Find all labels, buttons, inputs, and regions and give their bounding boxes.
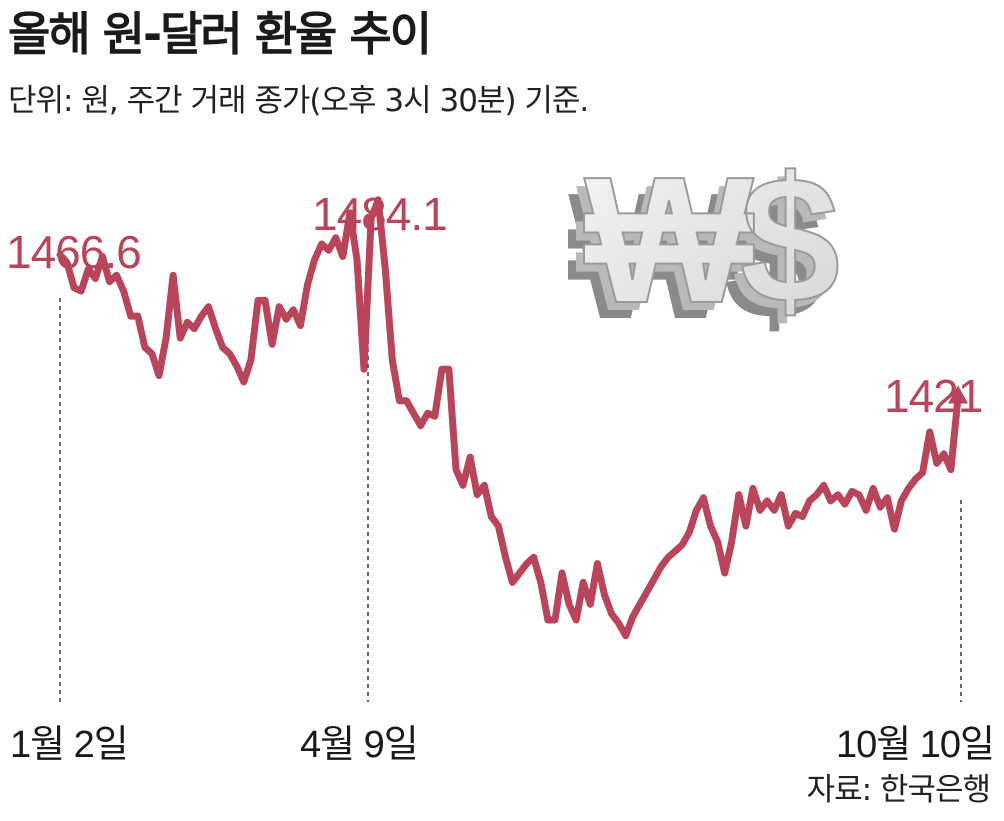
chart-subtitle: 단위: 원, 주간 거래 종가(오후 3시 30분) 기준. xyxy=(8,83,589,119)
date-label-jan2: 1월 2일 xyxy=(10,724,128,766)
won-dollar-glyphs-shadow: ₩$ xyxy=(568,156,822,357)
won-dollar-glyphs-side: ₩$ xyxy=(576,148,830,349)
date-label-apr9: 4월 9일 xyxy=(300,724,418,766)
value-label-oct10: 1421 xyxy=(884,370,982,422)
value-label-apr9: 1484.1 xyxy=(312,188,447,240)
won-dollar-glyphs: ₩$ xyxy=(584,140,838,341)
data-source: 자료: 한국은행 xyxy=(806,772,991,808)
currency-symbols-illustration: ₩$ ₩$ ₩$ xyxy=(568,139,853,357)
end-arrow-icon xyxy=(948,385,968,404)
chart-title: 올해 원-달러 환율 추이 xyxy=(8,7,432,61)
exchange-rate-line xyxy=(56,196,962,640)
value-label-jan2: 1466.6 xyxy=(6,226,141,278)
date-label-oct10: 10월 10일 xyxy=(836,724,994,766)
